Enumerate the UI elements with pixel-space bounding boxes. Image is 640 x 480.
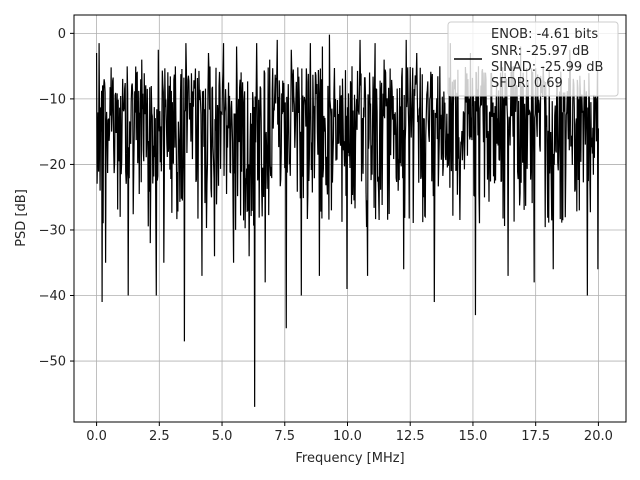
y-tick-label: −20 xyxy=(39,158,66,173)
legend-entry-enob: ENOB: -4.61 bits xyxy=(491,27,598,42)
x-tick-label: 12.5 xyxy=(396,429,425,444)
x-tick-label: 5.0 xyxy=(212,429,233,444)
x-tick-label: 2.5 xyxy=(149,429,170,444)
series-dense-band-psd xyxy=(95,34,599,407)
x-tick-label: 10.0 xyxy=(333,429,362,444)
legend-entry-sinad: SINAD: -25.99 dB xyxy=(491,60,603,75)
y-tick-label: −30 xyxy=(39,223,66,238)
y-axis-label: PSD [dB] xyxy=(14,189,29,247)
y-tick-label: −10 xyxy=(39,92,66,107)
x-tick-label: 15.0 xyxy=(458,429,487,444)
y-tick-label: −50 xyxy=(39,355,66,370)
x-tick-label: 20.0 xyxy=(584,429,613,444)
legend-entry-snr: SNR: -25.97 dB xyxy=(491,44,589,59)
x-axis-ticks: 0.0 2.5 5.0 7.5 10.0 12.5 15.0 17.5 20.0 xyxy=(86,422,613,444)
plot-frame xyxy=(73,14,627,423)
x-tick-label: 17.5 xyxy=(521,429,550,444)
legend-box xyxy=(447,21,619,97)
x-axis-label: Frequency [MHz] xyxy=(295,451,404,466)
legend-entry-sfdr: SFDR: 0.69 xyxy=(491,76,563,91)
y-tick-label: 0 xyxy=(58,27,66,42)
y-axis-ticks: 0 −10 −20 −30 −40 −50 xyxy=(39,27,74,370)
legend: ENOB: -4.61 bits SNR: -25.97 dB SINAD: -… xyxy=(447,21,619,97)
x-tick-label: 7.5 xyxy=(274,429,295,444)
y-tick-label: −40 xyxy=(39,289,66,304)
x-tick-label: 0.0 xyxy=(86,429,107,444)
